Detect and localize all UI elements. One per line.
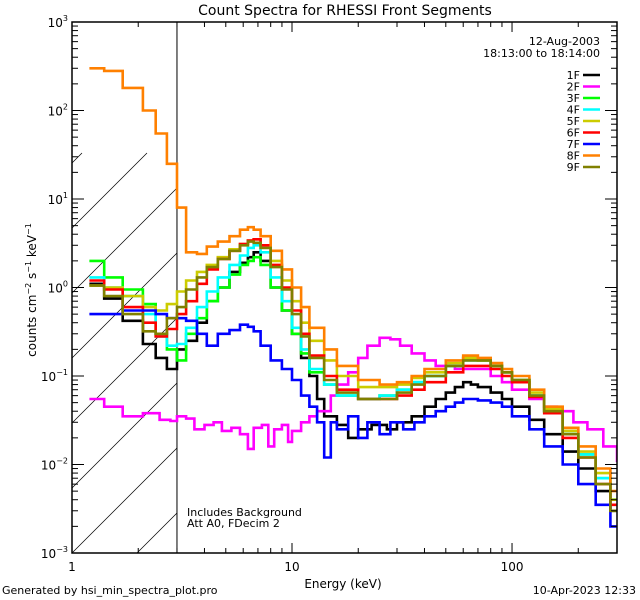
legend-label: 8F xyxy=(567,150,580,163)
y-tick-label: 102 xyxy=(48,103,68,119)
legend-label: 1F xyxy=(567,69,580,82)
footer-timestamp: 10-Apr-2023 12:33 xyxy=(533,584,636,597)
hatch-line xyxy=(72,382,177,489)
x-axis-label: Energy (keV) xyxy=(304,577,381,591)
annotation-attenuator: Att A0, FDecim 2 xyxy=(187,517,280,530)
legend-label: 5F xyxy=(567,115,580,128)
series-1F xyxy=(89,251,617,513)
hatch-line xyxy=(527,153,640,553)
hatch-line xyxy=(332,153,640,553)
y-axis-label: counts cm−2 s−1 keV−1 xyxy=(24,223,39,357)
y-tick-label: 10−1 xyxy=(41,368,68,384)
date-label: 12-Aug-2003 xyxy=(529,35,600,48)
x-axis: 1 10 100 xyxy=(68,22,618,574)
y-tick-label: 10−2 xyxy=(41,457,68,473)
chart-title: Count Spectra for RHESSI Front Segments xyxy=(198,3,492,19)
x-tick-label: 100 xyxy=(501,560,524,574)
x-tick-label: 10 xyxy=(284,560,299,574)
hatch-line xyxy=(72,317,177,424)
hatch-line xyxy=(0,153,17,553)
hatch-line xyxy=(72,152,83,164)
legend-label: 7F xyxy=(567,138,580,151)
hatch-line xyxy=(72,187,177,294)
legend-label: 2F xyxy=(567,81,580,94)
series-9F xyxy=(89,240,617,513)
hatch-line xyxy=(72,152,148,229)
y-tick-label: 101 xyxy=(48,191,68,207)
plot-frame xyxy=(71,21,618,554)
y-tick-label: 100 xyxy=(48,280,68,296)
hatch-line xyxy=(72,252,177,359)
legend-label: 6F xyxy=(567,127,580,140)
hatch-line xyxy=(397,153,640,553)
series-7F xyxy=(89,309,617,528)
series-8F xyxy=(89,67,617,493)
series-6F xyxy=(89,238,617,507)
series-group xyxy=(89,67,617,528)
time-range-label: 18:13:00 to 18:14:00 xyxy=(483,47,600,60)
series-3F xyxy=(89,255,617,501)
hatched-region xyxy=(0,152,640,553)
annotation-background: Includes Background xyxy=(187,506,302,519)
hatch-line xyxy=(72,447,177,553)
y-tick-label: 10−3 xyxy=(41,545,68,561)
hatch-line xyxy=(202,153,602,553)
x-tick-label: 1 xyxy=(68,560,76,574)
legend-label: 4F xyxy=(567,104,580,117)
y-tick-label: 103 xyxy=(48,14,68,30)
footer-generated-by: Generated by hsi_min_spectra_plot.pro xyxy=(2,584,218,597)
legend-label: 9F xyxy=(567,161,580,174)
legend-label: 3F xyxy=(567,92,580,105)
series-2F xyxy=(89,336,617,463)
y-axis: 103 102 101 100 10−1 10−2 10−3 xyxy=(41,14,617,561)
y-label-counts: counts cm xyxy=(25,295,39,357)
